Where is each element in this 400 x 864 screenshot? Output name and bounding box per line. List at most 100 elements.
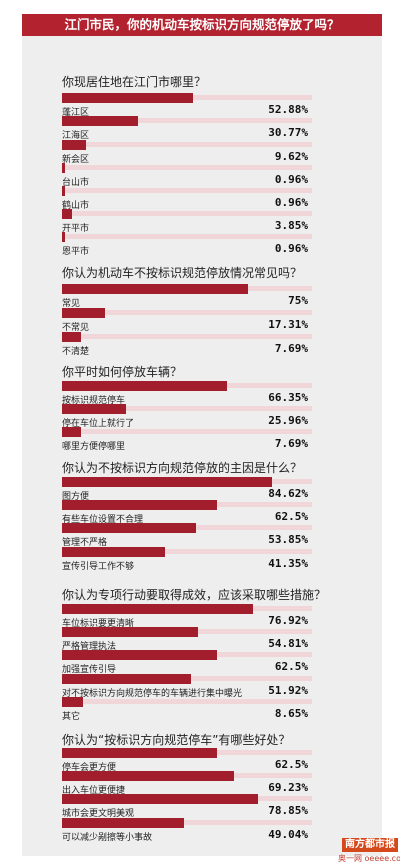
- option-label: 城市会更文明美观: [62, 809, 135, 819]
- option-percent: 30.77%: [268, 126, 308, 139]
- option-label: 常见: [62, 299, 81, 309]
- question-title: 你平时如何停放车辆？: [62, 365, 183, 379]
- result-bar: [62, 697, 83, 707]
- option-percent: 52.88%: [268, 103, 308, 116]
- bar-track: [62, 549, 312, 554]
- option-percent: 69.23%: [268, 781, 308, 794]
- option-label: 江海区: [62, 131, 90, 141]
- option-percent: 53.85%: [268, 533, 308, 546]
- option-label: 管理不严格: [62, 538, 108, 548]
- result-bar: [62, 674, 191, 684]
- page-header: 江门市民，你的机动车按标识方向规范停放了吗？: [22, 14, 382, 36]
- option-label: 开平市: [62, 224, 90, 234]
- option-percent: 62.5%: [274, 758, 308, 771]
- option-label: 有些车位设置不合理: [62, 515, 144, 525]
- result-bar: [62, 500, 217, 510]
- bar-track: [62, 310, 312, 315]
- option-percent: 7.69%: [274, 437, 308, 450]
- option-label: 对不按标识方向规范停车的车辆进行集中曝光: [62, 689, 243, 699]
- question-title: 你认为不按标识方向规范停放的主因是什么？: [62, 461, 303, 475]
- option-percent: 9.62%: [274, 150, 308, 163]
- option-label: 停车会更方便: [62, 763, 117, 773]
- question-title: 你现居住地在江门市哪里？: [62, 75, 207, 89]
- option-label: 不常见: [62, 323, 90, 333]
- option-label: 可以减少剐擦等小事故: [62, 833, 153, 843]
- question-title: 你认为专项行动要取得成效，应该采取哪些措施？: [62, 588, 327, 602]
- option-percent: 76.92%: [268, 614, 308, 627]
- logo-site: 奥一网 oeeee.com: [338, 854, 400, 863]
- result-bar: [62, 308, 105, 318]
- result-bar: [62, 604, 253, 614]
- option-label: 车位标识要更清晰: [62, 619, 135, 629]
- result-bar: [62, 332, 81, 342]
- result-bar: [62, 140, 86, 150]
- option-label: 严格管理执法: [62, 642, 117, 652]
- result-bar: [62, 477, 272, 487]
- result-bar: [62, 284, 248, 294]
- option-percent: 66.35%: [268, 391, 308, 404]
- survey-panel: [22, 36, 382, 856]
- option-label: 按标识规范停车: [62, 396, 126, 406]
- result-bar: [62, 523, 196, 533]
- option-percent: 7.69%: [274, 342, 308, 355]
- option-percent: 3.85%: [274, 219, 308, 232]
- option-percent: 41.35%: [268, 557, 308, 570]
- bar-track: [62, 334, 312, 339]
- bar-track: [62, 820, 312, 825]
- option-label: 不清楚: [62, 347, 90, 357]
- result-bar: [62, 232, 65, 242]
- bar-track: [62, 211, 312, 216]
- bar-track: [62, 429, 312, 434]
- option-percent: 78.85%: [268, 804, 308, 817]
- bar-track: [62, 118, 312, 123]
- option-label: 停在车位上就行了: [62, 419, 135, 429]
- result-bar: [62, 116, 138, 126]
- result-bar: [62, 818, 184, 828]
- option-label: 恩平市: [62, 247, 90, 257]
- result-bar: [62, 650, 217, 660]
- option-percent: 51.92%: [268, 684, 308, 697]
- bar-track: [62, 699, 312, 704]
- result-bar: [62, 547, 165, 557]
- option-label: 台山市: [62, 178, 90, 188]
- result-bar: [62, 163, 65, 173]
- option-label: 其它: [62, 712, 81, 722]
- bar-track: [62, 165, 312, 170]
- option-label: 新会区: [62, 155, 90, 165]
- option-percent: 54.81%: [268, 637, 308, 650]
- bar-track: [62, 142, 312, 147]
- option-percent: 62.5%: [274, 660, 308, 673]
- result-bar: [62, 209, 72, 219]
- question-title: 你认为机动车不按标识规范停放情况常见吗？: [62, 266, 303, 280]
- newspaper-logo: 南方都市报 奥一网 oeeee.com: [338, 838, 400, 864]
- option-percent: 0.96%: [274, 173, 308, 186]
- option-label: 宣传引导工作不够: [62, 562, 135, 572]
- option-percent: 75%: [288, 294, 308, 307]
- option-percent: 25.96%: [268, 414, 308, 427]
- bar-track: [62, 234, 312, 239]
- result-bar: [62, 427, 81, 437]
- result-bar: [62, 93, 193, 103]
- option-percent: 0.96%: [274, 242, 308, 255]
- option-percent: 84.62%: [268, 487, 308, 500]
- result-bar: [62, 381, 227, 391]
- bar-track: [62, 406, 312, 411]
- option-label: 哪里方便停哪里: [62, 442, 126, 452]
- option-label: 加强宣传引导: [62, 665, 117, 675]
- option-percent: 0.96%: [274, 196, 308, 209]
- option-label: 图方便: [62, 492, 90, 502]
- option-percent: 62.5%: [274, 510, 308, 523]
- result-bar: [62, 186, 65, 196]
- option-label: 鹤山市: [62, 201, 90, 211]
- page-title: 江门市民，你的机动车按标识方向规范停放了吗？: [64, 17, 340, 32]
- result-bar: [62, 404, 126, 414]
- result-bar: [62, 627, 198, 637]
- result-bar: [62, 771, 234, 781]
- option-percent: 17.31%: [268, 318, 308, 331]
- logo-name: 南方都市报: [342, 838, 398, 852]
- result-bar: [62, 794, 258, 804]
- option-percent: 49.04%: [268, 828, 308, 841]
- option-label: 蓬江区: [62, 108, 90, 118]
- option-percent: 8.65%: [274, 707, 308, 720]
- question-title: 你认为“按标识方向规范停车”有哪些好处？: [62, 733, 291, 747]
